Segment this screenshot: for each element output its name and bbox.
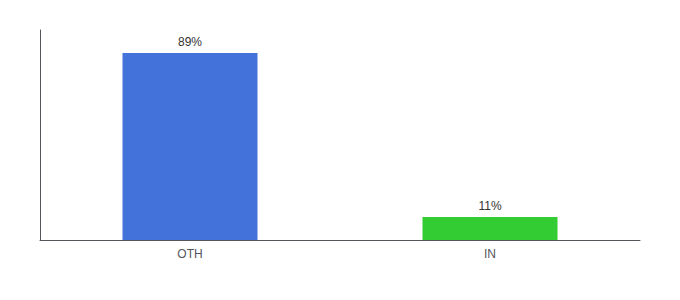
svg-text:89%: 89% — [178, 35, 202, 49]
svg-text:IN: IN — [484, 247, 496, 261]
svg-text:11%: 11% — [478, 199, 501, 213]
svg-text:OTH: OTH — [177, 247, 202, 261]
